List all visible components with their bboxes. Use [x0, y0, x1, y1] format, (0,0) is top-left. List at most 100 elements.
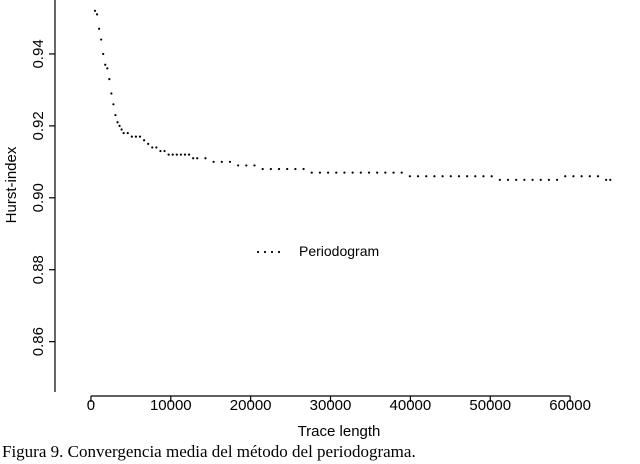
- data-point: [302, 167, 305, 171]
- data-point: [130, 135, 133, 138]
- data-point: [596, 175, 600, 178]
- data-point: [335, 171, 338, 174]
- data-point: [425, 175, 428, 178]
- x-tick-label: 0: [87, 397, 95, 414]
- data-point: [609, 178, 612, 181]
- data-point: [98, 27, 101, 30]
- data-point: [116, 121, 119, 124]
- data-point: [147, 142, 150, 145]
- data-point: [151, 146, 154, 149]
- data-point: [138, 135, 142, 138]
- data-point: [120, 128, 123, 131]
- x-tick-label: 60000: [549, 397, 591, 414]
- chart: 0 10000 20000 30000 40000 50000 60000 0.86 0.88…: [3, 0, 612, 440]
- data-point: [408, 175, 411, 178]
- data-point: [466, 175, 469, 178]
- x-tick-label: 30000: [310, 397, 352, 414]
- data-point: [237, 164, 240, 167]
- data-point: [531, 178, 534, 181]
- data-point: [192, 157, 195, 160]
- data-point: [555, 178, 559, 181]
- data-point: [228, 160, 232, 163]
- data-point: [110, 92, 113, 95]
- x-tick-label: 40000: [390, 397, 432, 414]
- data-point: [449, 175, 452, 178]
- data-point: [245, 164, 248, 167]
- x-tick-label: 10000: [150, 397, 192, 414]
- data-point: [212, 160, 215, 163]
- data-point: [433, 175, 436, 178]
- data-point: [277, 167, 281, 171]
- data-point: [515, 178, 518, 181]
- data-point: [114, 113, 117, 117]
- data-point: [171, 153, 174, 156]
- y-axis-label: Hurst-index: [3, 146, 20, 223]
- data-point: [351, 171, 354, 174]
- data-point: [564, 175, 567, 178]
- data-point: [384, 171, 387, 174]
- data-point: [359, 171, 362, 174]
- data-point: [108, 78, 111, 81]
- data-point: [253, 164, 256, 167]
- data-point: [104, 63, 107, 66]
- y-axis-ticks: 0.86 0.88 0.90 0.92 0.94: [30, 39, 55, 356]
- data-series-periodogram: [93, 9, 612, 181]
- x-axis-label: Trace length: [298, 423, 381, 440]
- data-point: [286, 167, 289, 171]
- data-point: [95, 13, 99, 16]
- data-point: [572, 175, 575, 178]
- data-point: [100, 38, 103, 41]
- data-point: [112, 103, 115, 106]
- data-point: [318, 171, 322, 174]
- data-point: [547, 178, 551, 181]
- data-point: [118, 124, 121, 127]
- data-point: [343, 171, 346, 174]
- data-point: [310, 171, 313, 174]
- data-point: [179, 153, 182, 156]
- data-point: [482, 175, 485, 178]
- data-point: [392, 171, 395, 174]
- axes: [54, 0, 571, 397]
- legend-label: Periodogram: [299, 243, 379, 259]
- legend: Periodogram: [256, 243, 379, 259]
- data-point: [523, 178, 526, 181]
- data-point: [134, 135, 138, 138]
- data-point: [269, 167, 272, 171]
- data-point: [196, 157, 199, 160]
- legend-dot: [263, 250, 267, 254]
- data-point: [416, 175, 420, 178]
- data-point: [183, 153, 187, 156]
- figure-caption: Figura 9. Convergencia media del método …: [2, 442, 416, 461]
- data-point: [294, 167, 297, 171]
- data-point: [441, 175, 444, 178]
- data-point: [142, 139, 146, 142]
- data-point: [187, 153, 191, 156]
- data-point: [106, 67, 109, 70]
- x-axis-ticks: 0 10000 20000 30000 40000 50000 60000: [87, 396, 591, 414]
- data-point: [506, 178, 510, 181]
- y-tick-label: 0.92: [30, 111, 47, 140]
- data-point: [122, 131, 125, 135]
- data-point: [498, 178, 501, 181]
- data-point: [490, 175, 493, 178]
- data-point: [588, 175, 591, 178]
- legend-dot: [277, 250, 281, 254]
- y-tick-label: 0.94: [30, 39, 47, 68]
- data-point: [175, 153, 178, 156]
- legend-dot: [270, 250, 274, 254]
- data-point: [163, 149, 166, 153]
- data-point: [474, 175, 477, 178]
- data-point: [261, 167, 264, 171]
- data-point: [376, 171, 379, 174]
- legend-marker: [256, 250, 281, 254]
- x-tick-label: 20000: [230, 397, 272, 414]
- legend-dot: [256, 250, 260, 254]
- data-point: [155, 146, 158, 149]
- data-point: [220, 160, 223, 163]
- x-tick-label: 50000: [469, 397, 511, 414]
- data-point: [367, 171, 371, 174]
- data-point: [457, 175, 461, 178]
- data-point: [605, 178, 608, 181]
- data-point: [580, 175, 583, 178]
- data-point: [93, 9, 97, 12]
